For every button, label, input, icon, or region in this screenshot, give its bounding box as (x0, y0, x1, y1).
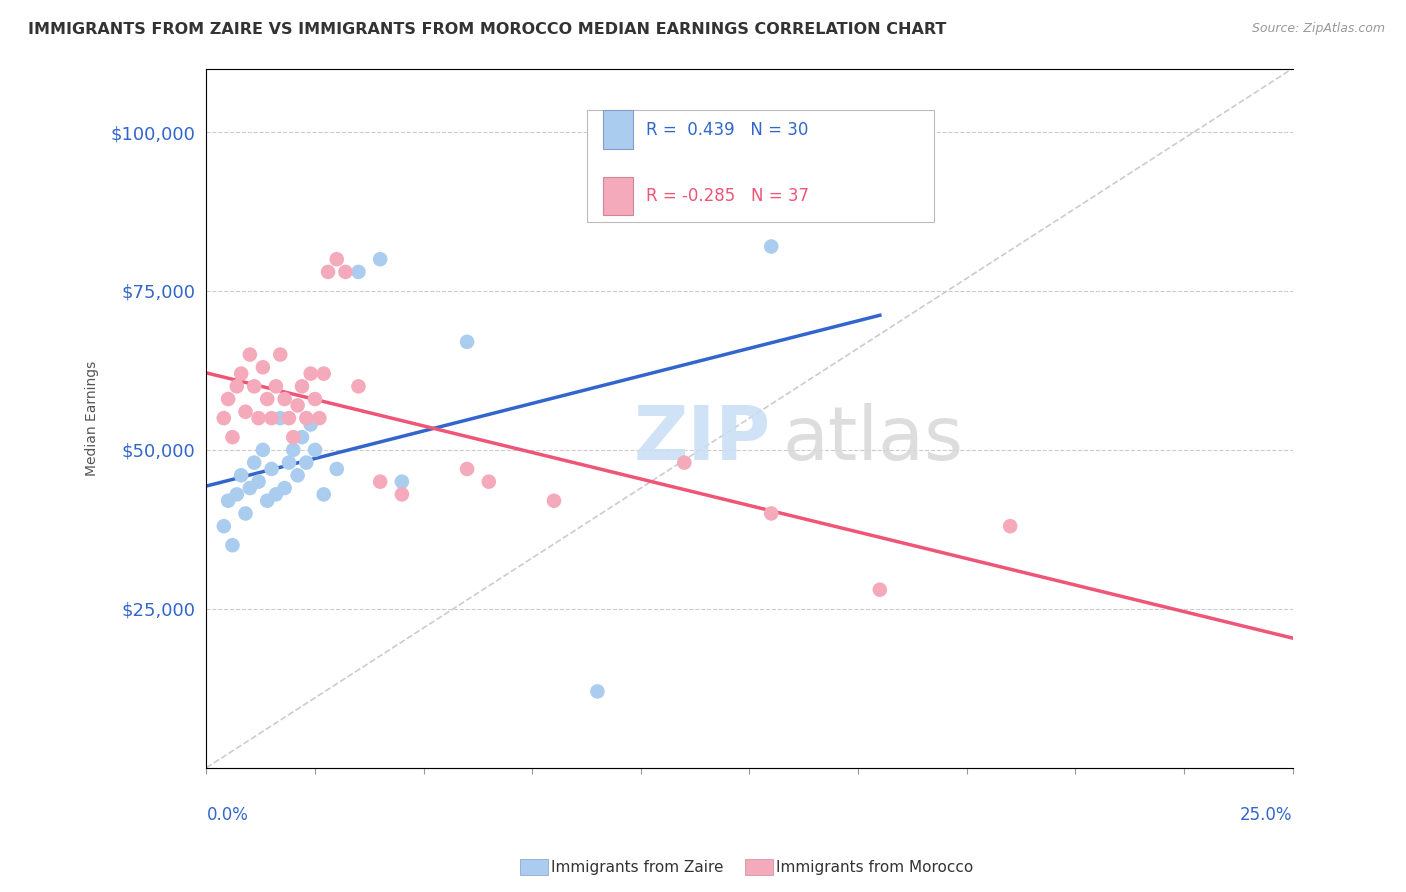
Point (239, 347, 262, 361)
Point (225, 379, 247, 393)
Point (269, 347, 291, 361)
Point (586, 684, 609, 698)
Point (312, 487, 335, 501)
Text: R =  0.439   N = 30: R = 0.439 N = 30 (647, 120, 808, 138)
Point (243, 456, 266, 470)
Point (260, 411, 283, 425)
Point (869, 582, 891, 597)
Point (543, 493, 565, 508)
Point (295, 411, 318, 425)
Point (368, 475, 391, 489)
Point (326, 462, 349, 476)
Point (225, 487, 247, 501)
Point (221, 538, 243, 552)
Point (287, 398, 309, 412)
Point (478, 475, 501, 489)
Point (304, 442, 326, 457)
Point (252, 360, 274, 375)
Point (326, 252, 349, 267)
Text: atlas: atlas (782, 402, 963, 475)
Point (299, 367, 322, 381)
Point (347, 379, 370, 393)
Point (312, 367, 335, 381)
FancyBboxPatch shape (586, 111, 934, 222)
Point (761, 507, 783, 521)
Point (273, 481, 295, 495)
Point (316, 265, 339, 279)
Point (247, 475, 270, 489)
Point (391, 475, 413, 489)
Point (221, 430, 243, 444)
Point (291, 379, 314, 393)
Point (239, 481, 262, 495)
Point (287, 468, 309, 483)
Point (256, 493, 278, 508)
Point (235, 507, 257, 521)
Point (998, 519, 1021, 533)
Point (273, 392, 295, 406)
Point (212, 411, 235, 425)
Point (347, 265, 370, 279)
Point (260, 462, 283, 476)
Point (264, 487, 287, 501)
Point (256, 392, 278, 406)
Text: ZIP: ZIP (634, 402, 772, 475)
Text: Immigrants from Morocco: Immigrants from Morocco (776, 860, 973, 874)
Point (217, 392, 239, 406)
Point (308, 411, 330, 425)
FancyBboxPatch shape (603, 111, 633, 149)
Point (231, 468, 253, 483)
Y-axis label: Median Earnings: Median Earnings (86, 360, 100, 475)
Point (673, 456, 696, 470)
Text: Immigrants from Zaire: Immigrants from Zaire (551, 860, 724, 874)
Point (304, 392, 326, 406)
Point (291, 430, 314, 444)
Point (252, 442, 274, 457)
Bar (745, 859, 773, 875)
Text: Source: ZipAtlas.com: Source: ZipAtlas.com (1251, 22, 1385, 36)
Point (247, 411, 270, 425)
Point (283, 430, 305, 444)
Point (295, 456, 318, 470)
Text: IMMIGRANTS FROM ZAIRE VS IMMIGRANTS FROM MOROCCO MEDIAN EARNINGS CORRELATION CHA: IMMIGRANTS FROM ZAIRE VS IMMIGRANTS FROM… (28, 22, 946, 37)
Point (217, 493, 239, 508)
Point (391, 487, 413, 501)
Text: 25.0%: 25.0% (1240, 806, 1292, 824)
Point (335, 265, 357, 279)
Text: 0.0%: 0.0% (207, 806, 249, 824)
Point (456, 462, 478, 476)
Point (235, 405, 257, 419)
Point (264, 379, 287, 393)
Point (278, 456, 301, 470)
Point (761, 239, 783, 253)
Text: R = -0.285   N = 37: R = -0.285 N = 37 (647, 187, 810, 205)
Point (231, 367, 253, 381)
Point (299, 417, 322, 432)
Point (269, 411, 291, 425)
Point (283, 442, 305, 457)
FancyBboxPatch shape (603, 177, 633, 215)
Bar (520, 859, 548, 875)
Point (368, 252, 391, 267)
Point (243, 379, 266, 393)
Point (278, 411, 301, 425)
Point (456, 334, 478, 349)
Point (212, 519, 235, 533)
